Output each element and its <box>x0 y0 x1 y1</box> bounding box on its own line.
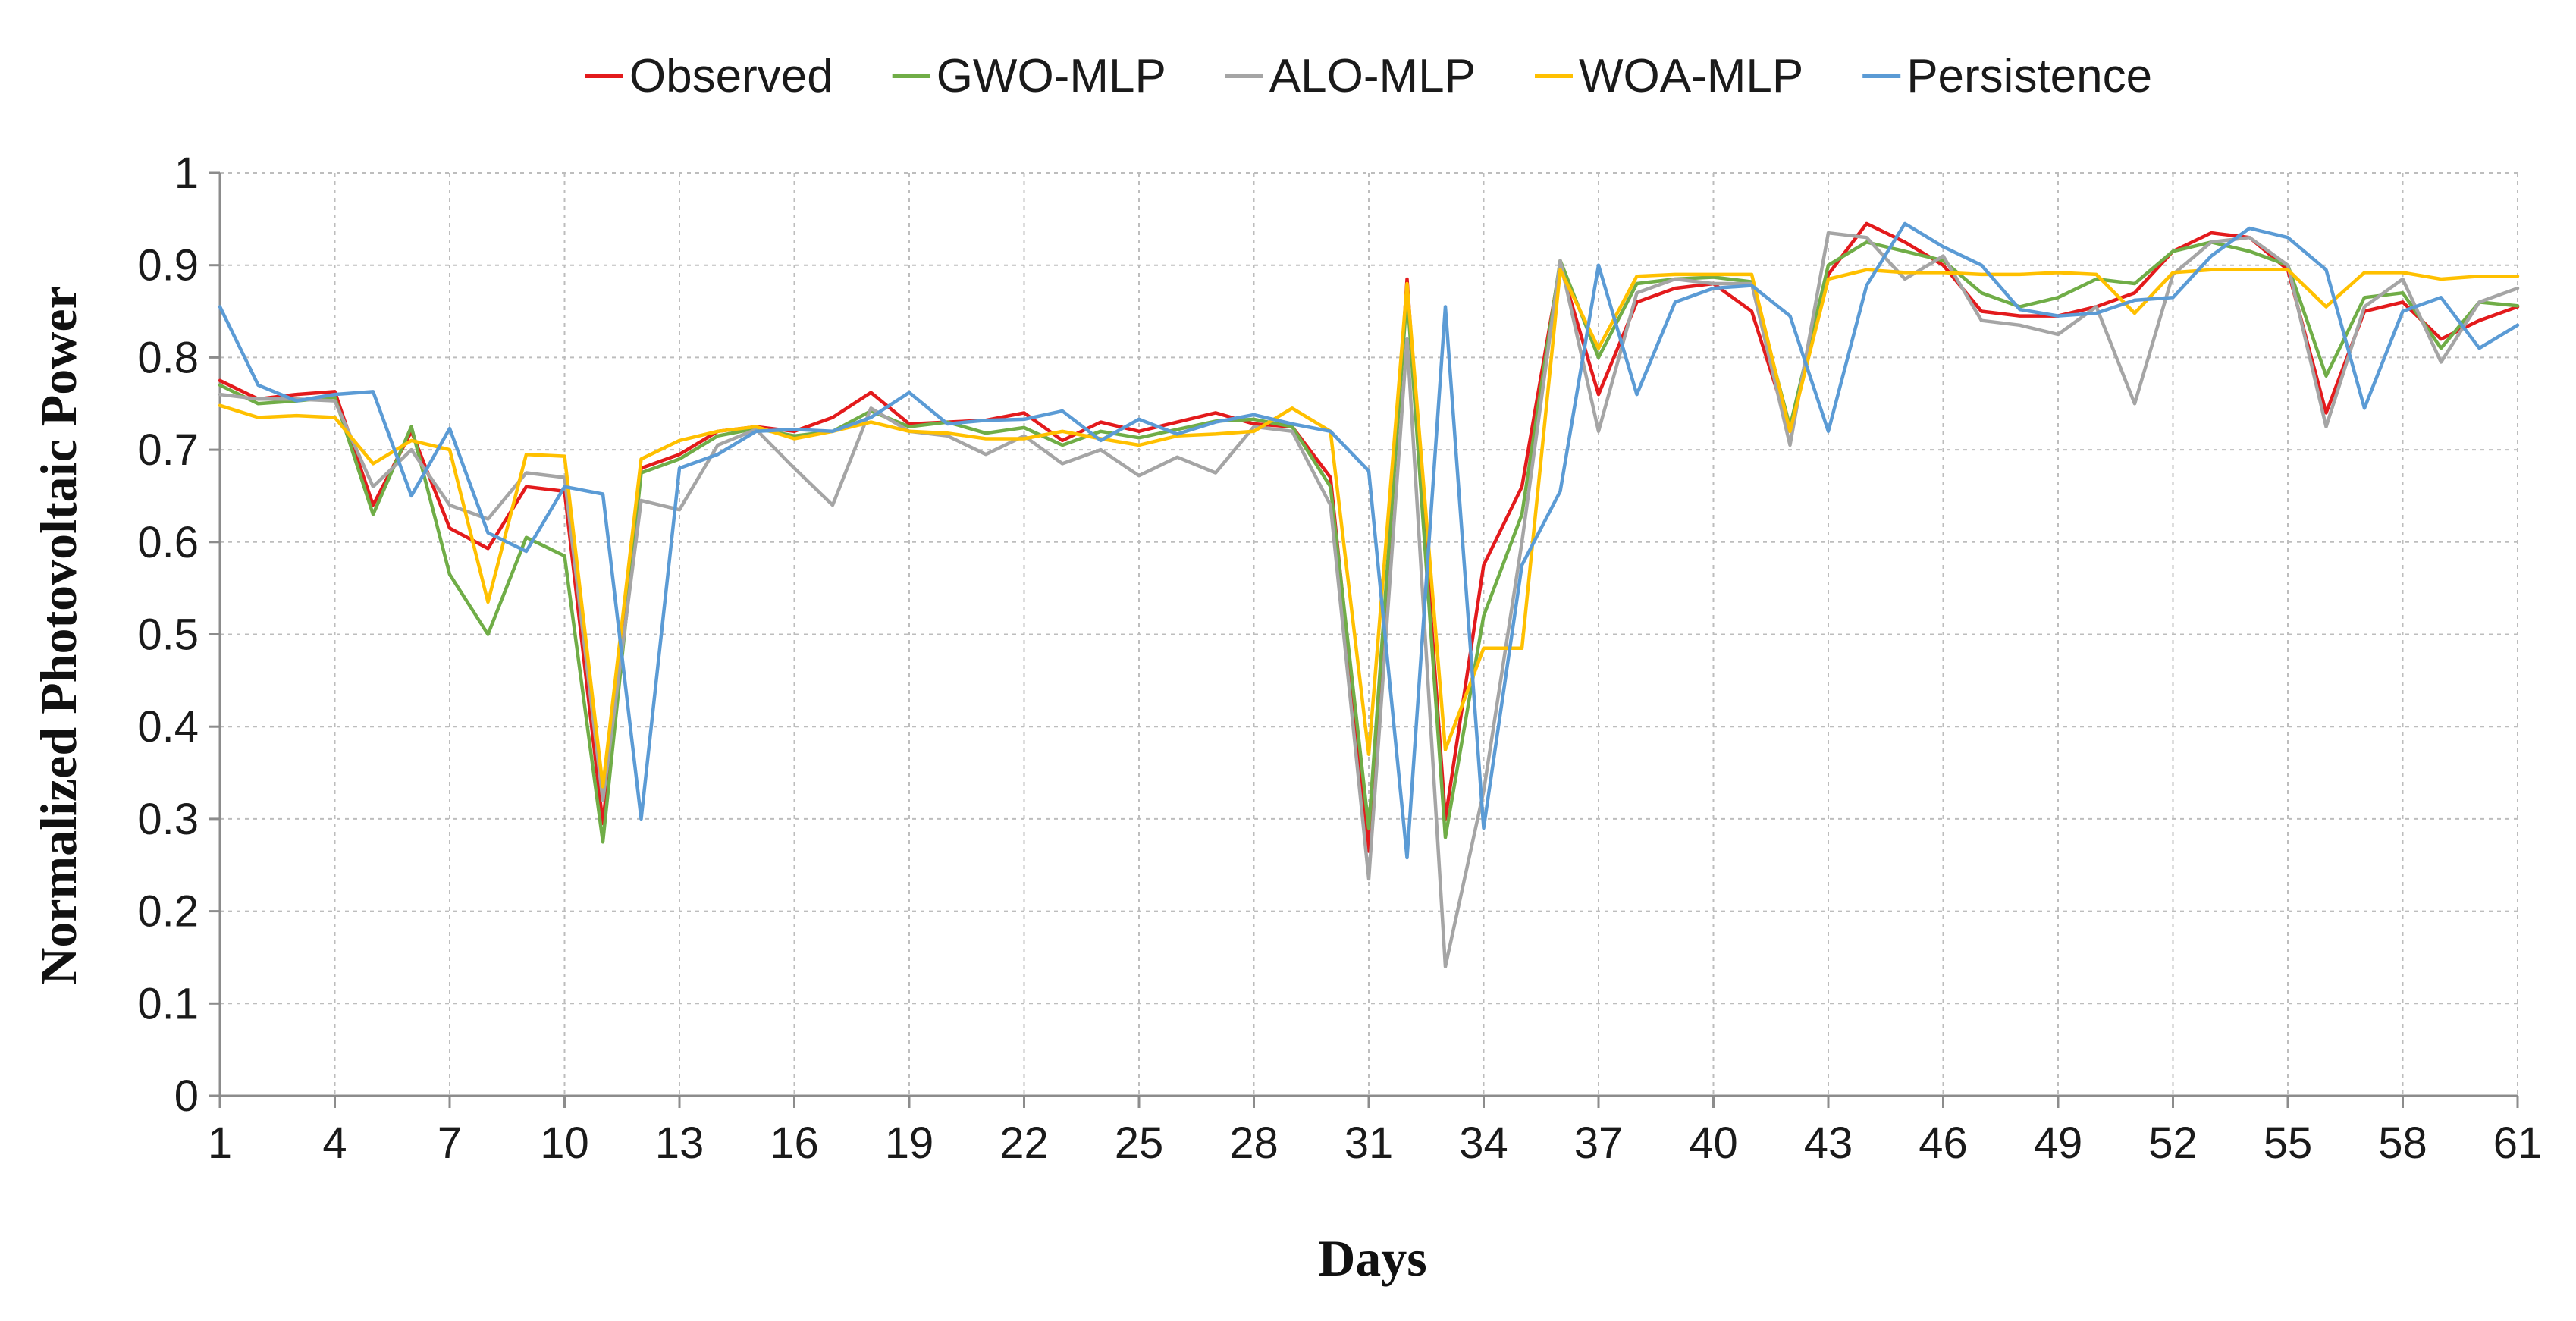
legend-label: WOA-MLP <box>1579 50 1803 102</box>
x-tick-label: 49 <box>2034 1119 2083 1168</box>
legend-item-persistence: Persistence <box>1862 50 2152 102</box>
y-tick-label: 0.8 <box>137 333 199 382</box>
x-tick-label: 7 <box>438 1119 462 1168</box>
y-tick-label: 0.4 <box>137 702 199 751</box>
y-tick-label: 0.9 <box>137 241 199 290</box>
legend-label: Persistence <box>1906 50 2152 102</box>
y-tick-label: 0.1 <box>137 979 199 1028</box>
x-tick-label: 55 <box>2264 1119 2313 1168</box>
x-tick-label: 25 <box>1115 1119 1164 1168</box>
x-tick-label: 28 <box>1229 1119 1279 1168</box>
series-line-woa-mlp <box>218 268 2520 789</box>
x-tick-label: 4 <box>322 1119 347 1168</box>
legend-item-alo-mlp: ALO-MLP <box>1225 50 1476 102</box>
y-tick-label: 0.2 <box>137 887 199 937</box>
series-line-alo-mlp <box>218 231 2520 968</box>
x-tick-label: 19 <box>885 1119 934 1168</box>
legend-label: ALO-MLP <box>1269 50 1476 102</box>
x-tick-label: 40 <box>1689 1119 1738 1168</box>
y-tick-label: 0.3 <box>137 795 199 844</box>
x-tick-label: 10 <box>540 1119 589 1168</box>
series-line-observed <box>218 221 2520 853</box>
y-tick-labels: 0 0.1 0.2 0.3 0.4 0.5 0.6 0.7 0.8 0.9 1 <box>137 149 199 1121</box>
x-tick-label: 46 <box>1919 1119 1968 1168</box>
series-lines <box>218 221 2520 968</box>
y-tick-label: 1 <box>174 149 199 198</box>
y-tick-label: 0.5 <box>137 610 199 660</box>
x-tick-label: 1 <box>208 1119 232 1168</box>
series-line-persistence <box>218 221 2520 860</box>
x-tick-label: 43 <box>1804 1119 1853 1168</box>
y-tick-label: 0 <box>174 1072 199 1121</box>
series-line-gwo-mlp <box>218 240 2520 844</box>
y-axis-title: Normalized Photovoltaic Power <box>30 286 87 985</box>
x-tick-label: 22 <box>999 1119 1049 1168</box>
legend: Observed GWO-MLP ALO-MLP WOA-MLP Persistence <box>585 50 2152 102</box>
x-tick-label: 37 <box>1574 1119 1624 1168</box>
legend-label: Observed <box>629 50 833 102</box>
gridlines <box>220 172 2518 1096</box>
axes <box>209 171 2519 1108</box>
x-tick-label: 34 <box>1459 1119 1508 1168</box>
legend-item-gwo-mlp: GWO-MLP <box>892 50 1166 102</box>
x-axis-title: Days <box>1318 1229 1427 1287</box>
x-tick-labels: 1 4 7 10 13 16 19 22 25 28 31 34 37 40 43 46 49 52 55 58 61 <box>208 1119 2542 1168</box>
legend-label: GWO-MLP <box>937 50 1166 102</box>
x-tick-label: 52 <box>2148 1119 2198 1168</box>
y-tick-label: 0.6 <box>137 518 199 567</box>
legend-item-observed: Observed <box>585 50 833 102</box>
x-tick-label: 61 <box>2493 1119 2543 1168</box>
x-tick-label: 16 <box>770 1119 819 1168</box>
x-tick-label: 13 <box>655 1119 704 1168</box>
legend-item-woa-mlp: WOA-MLP <box>1535 50 1803 102</box>
y-tick-label: 0.7 <box>137 425 199 475</box>
x-tick-label: 58 <box>2378 1119 2427 1168</box>
x-tick-label: 31 <box>1344 1119 1394 1168</box>
